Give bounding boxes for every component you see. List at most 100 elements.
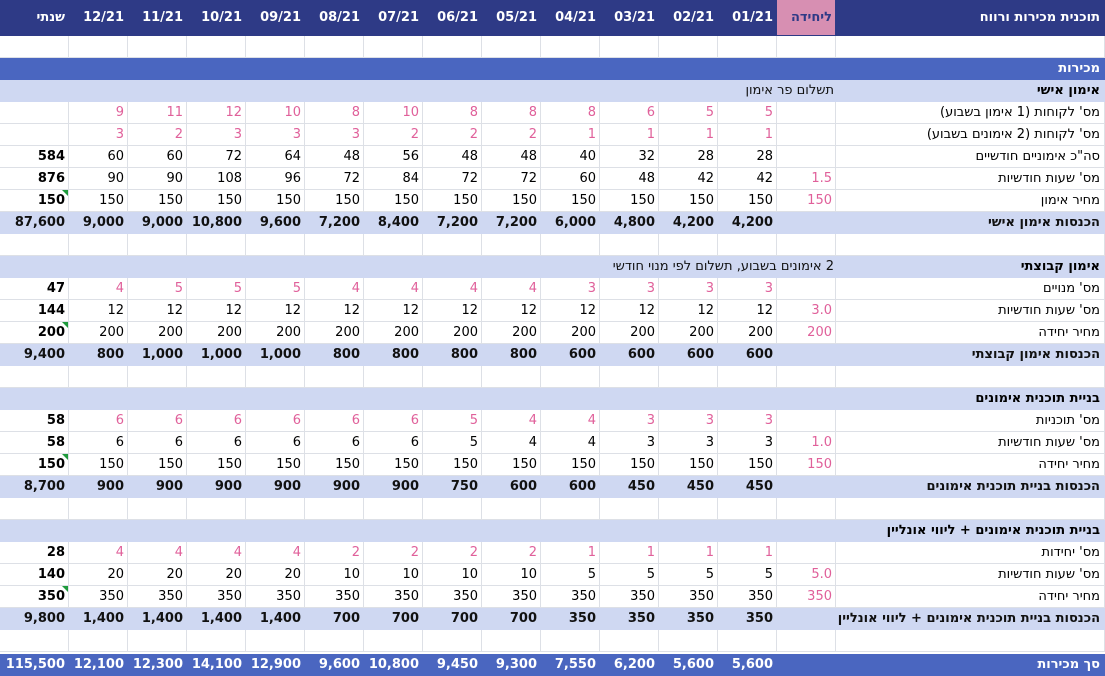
month-value[interactable]: 3: [659, 410, 718, 432]
empty-month-4[interactable]: [541, 234, 600, 256]
section-total-month[interactable]: 350: [718, 608, 777, 630]
month-value[interactable]: 6: [187, 432, 246, 454]
empty-month-9[interactable]: [246, 366, 305, 388]
month-value[interactable]: 4: [69, 278, 128, 300]
unit-value[interactable]: 150: [777, 454, 836, 476]
month-value[interactable]: 96: [246, 168, 305, 190]
month-value[interactable]: 6: [128, 432, 187, 454]
unit-value[interactable]: [777, 146, 836, 168]
month-value[interactable]: 12: [128, 300, 187, 322]
month-value[interactable]: 350: [718, 586, 777, 608]
month-value[interactable]: 350: [482, 586, 541, 608]
sales-month-12[interactable]: [69, 58, 128, 80]
month-value[interactable]: 56: [364, 146, 423, 168]
empty-month-4[interactable]: [541, 366, 600, 388]
section-2-header-month-4[interactable]: [541, 256, 600, 278]
month-value[interactable]: 8: [482, 102, 541, 124]
month-value[interactable]: 12: [482, 300, 541, 322]
section-total-month[interactable]: 600: [600, 344, 659, 366]
month-value[interactable]: 3: [718, 278, 777, 300]
empty-unit[interactable]: [777, 366, 836, 388]
month-value[interactable]: 4: [128, 542, 187, 564]
empty-month-9[interactable]: [246, 234, 305, 256]
section-2-header-label[interactable]: אימון קבוצתי: [836, 256, 1105, 278]
month-value[interactable]: 200: [187, 322, 246, 344]
grand-total-month[interactable]: 12,900: [246, 654, 305, 676]
month-value[interactable]: 150: [423, 454, 482, 476]
month-value[interactable]: 72: [187, 146, 246, 168]
section-total-month[interactable]: 900: [128, 476, 187, 498]
section-total-month[interactable]: 1,400: [128, 608, 187, 630]
month-value[interactable]: 2: [305, 542, 364, 564]
empty-month-11[interactable]: [128, 498, 187, 520]
section-2-header-month-11[interactable]: [128, 256, 187, 278]
section-3-header-label[interactable]: בניית תוכנית אימונים: [836, 388, 1105, 410]
empty-month-8[interactable]: [305, 498, 364, 520]
section-total-month[interactable]: 600: [718, 344, 777, 366]
month-value[interactable]: 6: [69, 410, 128, 432]
month-value[interactable]: 12: [659, 300, 718, 322]
empty-month-6[interactable]: [423, 36, 482, 58]
month-value[interactable]: 4: [423, 278, 482, 300]
section-2-header-month-8[interactable]: [305, 256, 364, 278]
month-value[interactable]: 150: [659, 190, 718, 212]
month-value[interactable]: 4: [482, 410, 541, 432]
row-label[interactable]: מס' לקוחות (1 אימון בשבוע): [836, 102, 1105, 124]
month-value[interactable]: 84: [364, 168, 423, 190]
empty-month-10[interactable]: [187, 366, 246, 388]
section-total-month[interactable]: 900: [305, 476, 364, 498]
month-value[interactable]: 72: [482, 168, 541, 190]
section-total-month[interactable]: 1,400: [69, 608, 128, 630]
annual-value[interactable]: 584: [0, 146, 69, 168]
month-value[interactable]: 72: [423, 168, 482, 190]
row-label[interactable]: מחיר יחידה: [836, 322, 1105, 344]
month-value[interactable]: 200: [128, 322, 187, 344]
sales-month-10[interactable]: [187, 58, 246, 80]
empty-month-12[interactable]: [69, 36, 128, 58]
section-2-header-unit[interactable]: [777, 256, 836, 278]
empty-month-3[interactable]: [600, 36, 659, 58]
section-1-header-month-1[interactable]: [718, 80, 777, 102]
month-value[interactable]: 8: [541, 102, 600, 124]
section-total-month[interactable]: 900: [187, 476, 246, 498]
empty-month-4[interactable]: [541, 498, 600, 520]
month-value[interactable]: 1: [600, 124, 659, 146]
header-month-9[interactable]: 09/21: [246, 0, 305, 36]
month-value[interactable]: 150: [246, 454, 305, 476]
month-value[interactable]: 150: [482, 454, 541, 476]
section-total-month[interactable]: 1,400: [187, 608, 246, 630]
section-total-month[interactable]: 1,000: [246, 344, 305, 366]
section-total-month[interactable]: 900: [246, 476, 305, 498]
month-value[interactable]: 150: [69, 190, 128, 212]
annual-value[interactable]: [0, 124, 69, 146]
empty-annual[interactable]: [0, 234, 69, 256]
row-label[interactable]: מס' יחידות: [836, 542, 1105, 564]
section-4-header-month-3[interactable]: [600, 520, 659, 542]
month-value[interactable]: 28: [659, 146, 718, 168]
month-value[interactable]: 4: [541, 410, 600, 432]
empty-month-8[interactable]: [305, 36, 364, 58]
section-4-header-unit[interactable]: [777, 520, 836, 542]
empty-month-10[interactable]: [187, 630, 246, 652]
month-value[interactable]: 20: [187, 564, 246, 586]
section-total-month[interactable]: 6,000: [541, 212, 600, 234]
month-value[interactable]: 12: [246, 300, 305, 322]
month-value[interactable]: 32: [600, 146, 659, 168]
empty-month-5[interactable]: [482, 630, 541, 652]
month-value[interactable]: 150: [541, 454, 600, 476]
section-total-unit[interactable]: [777, 212, 836, 234]
unit-value[interactable]: 5.0: [777, 564, 836, 586]
month-value[interactable]: 2: [482, 124, 541, 146]
section-1-header-month-3[interactable]: [600, 80, 659, 102]
section-total-month[interactable]: 1,400: [246, 608, 305, 630]
month-value[interactable]: 150: [482, 190, 541, 212]
month-value[interactable]: 150: [305, 190, 364, 212]
section-3-header-month-1[interactable]: [718, 388, 777, 410]
section-3-header-month-5[interactable]: [482, 388, 541, 410]
section-3-header-month-8[interactable]: [305, 388, 364, 410]
annual-value[interactable]: 47: [0, 278, 69, 300]
month-value[interactable]: 150: [128, 190, 187, 212]
empty-month-3[interactable]: [600, 234, 659, 256]
grand-total-unit[interactable]: [777, 654, 836, 676]
month-value[interactable]: 1: [600, 542, 659, 564]
